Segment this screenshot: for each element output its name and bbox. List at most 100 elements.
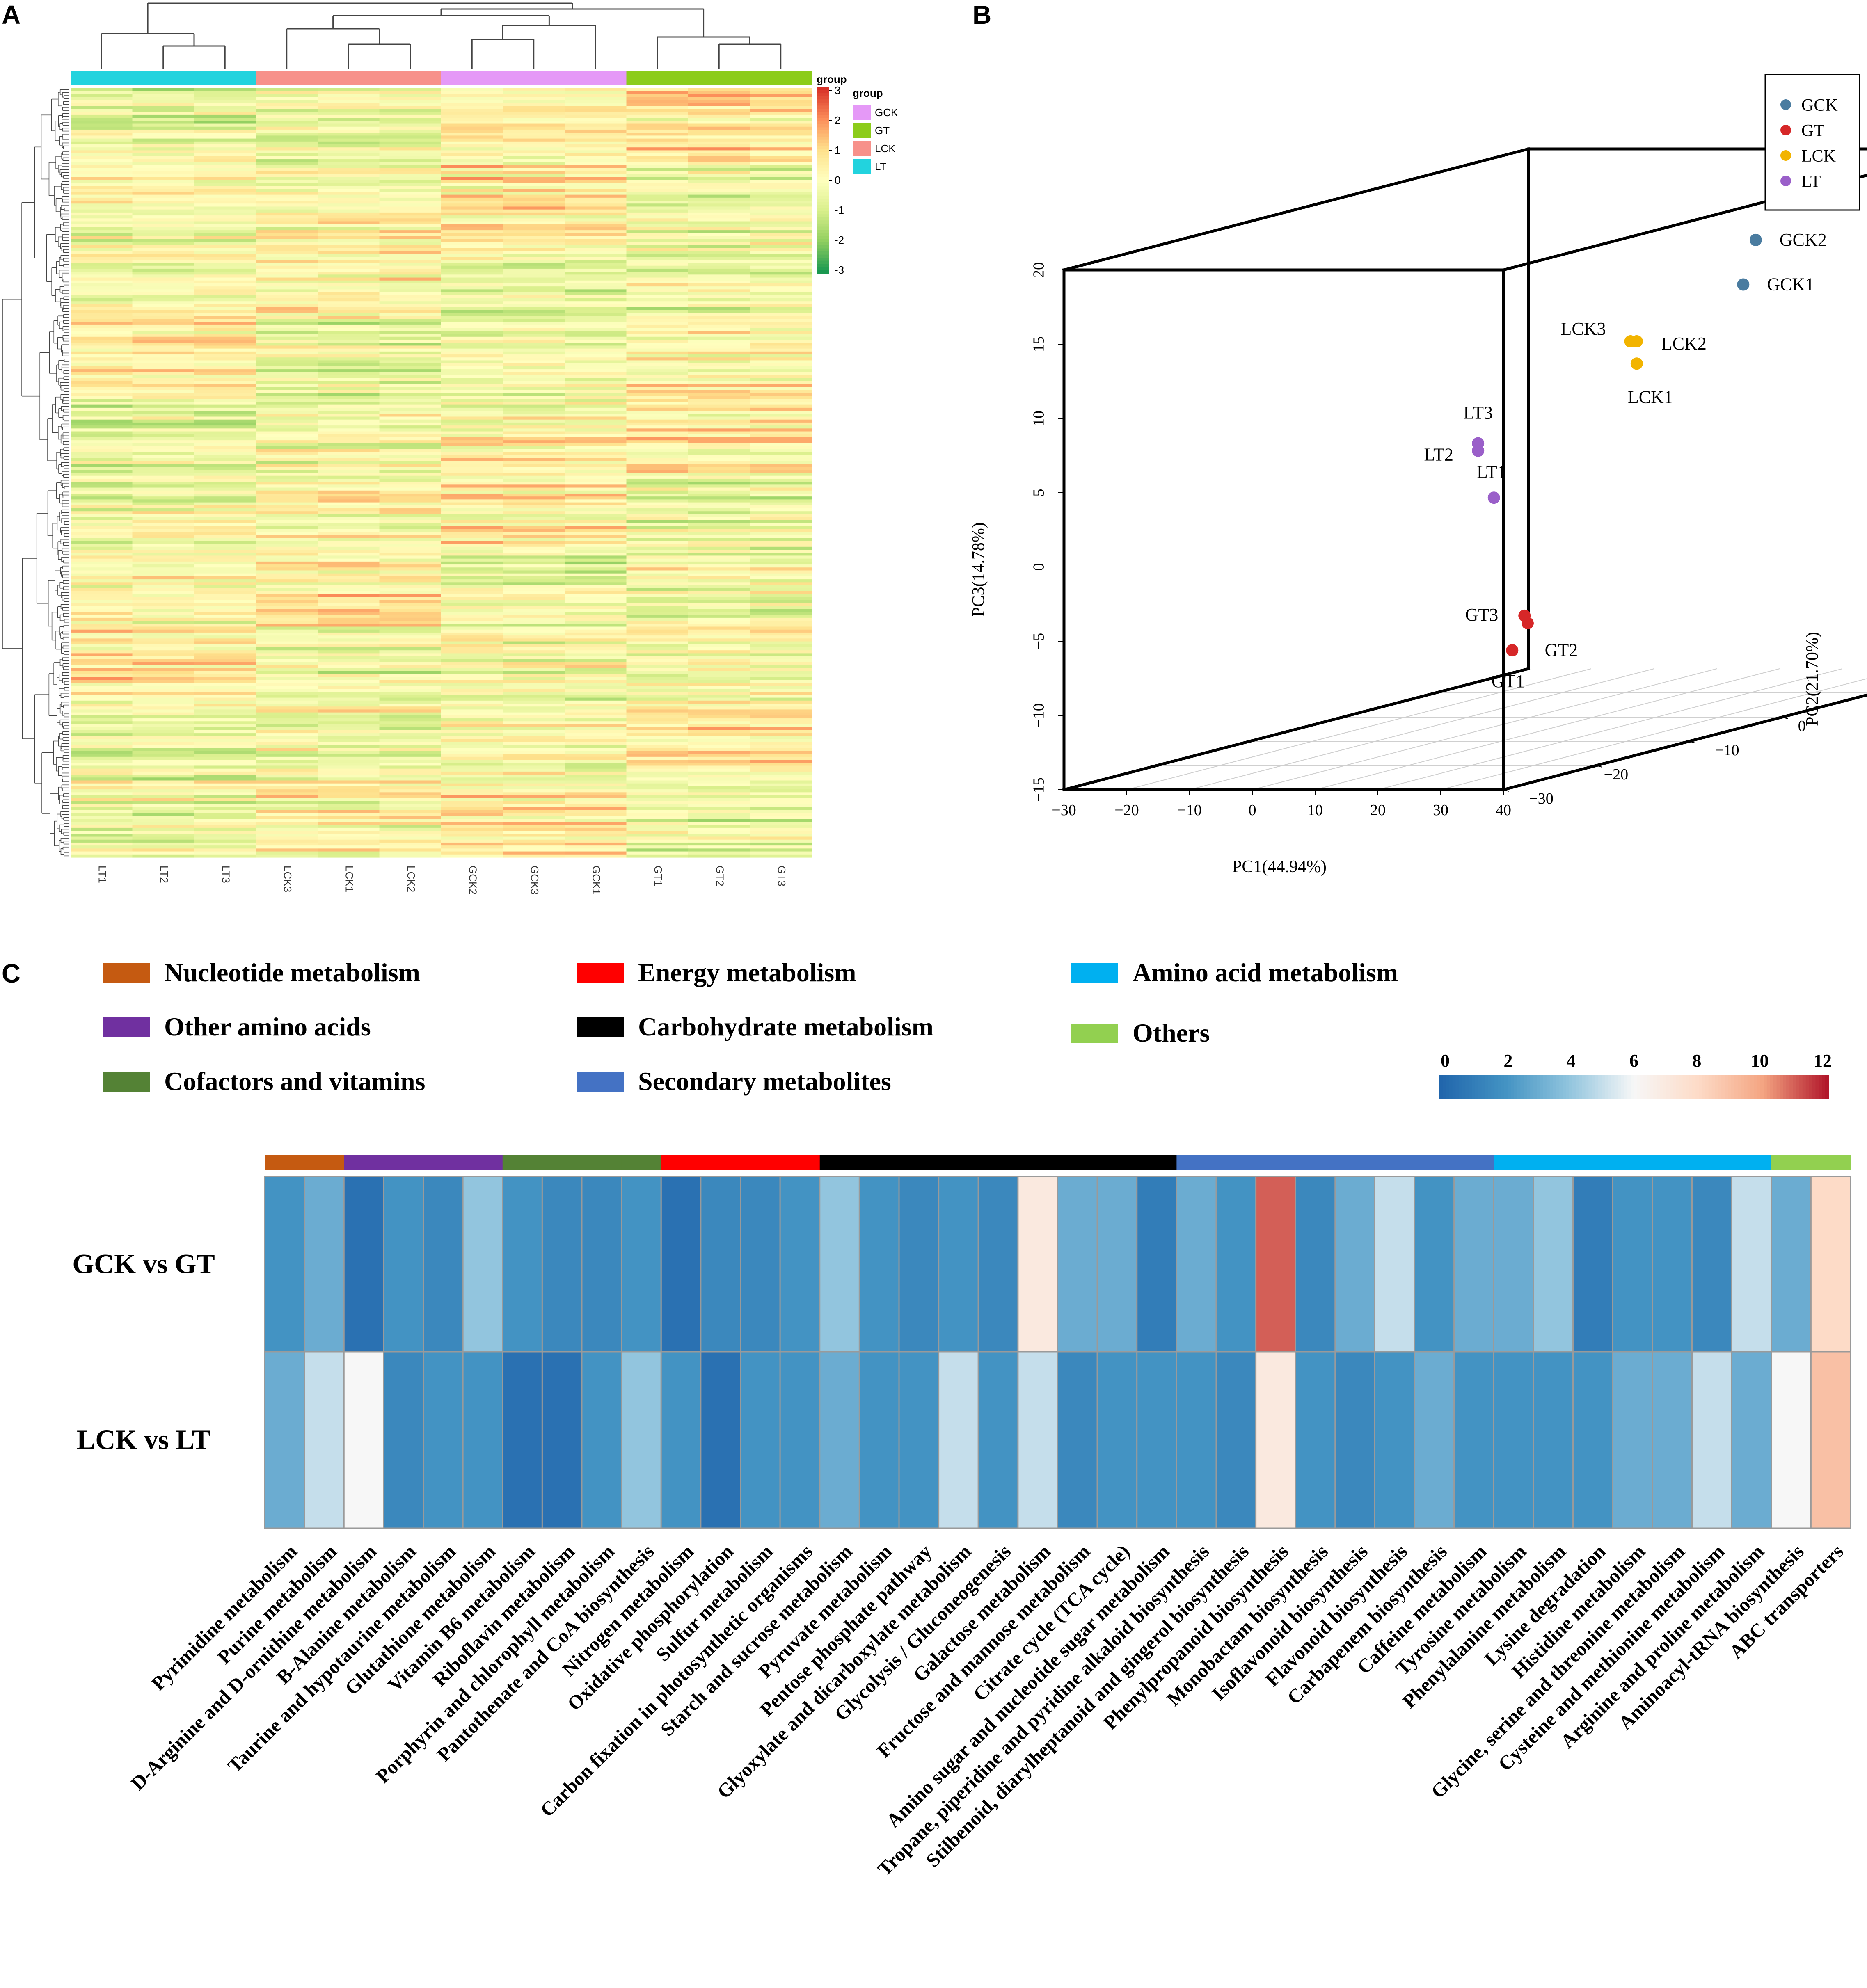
heatmap-cell (194, 756, 256, 760)
heatmap-cell (318, 813, 380, 816)
heatmap-cell (132, 842, 194, 846)
heatmap-cell (626, 206, 689, 210)
heatmap-cell (194, 724, 256, 728)
scatter-points: GCK3GCK2GCK1LCK3LCK2LCK1LT3LT2LT1GT3GT2G… (1424, 146, 1826, 691)
scale-gradient-step (817, 260, 829, 265)
heatmap-cell (379, 336, 442, 340)
heatmap-cell (626, 475, 689, 479)
heatmap-cell (71, 434, 133, 438)
heatmap-cell (750, 606, 812, 609)
heatmap-cell (503, 718, 565, 722)
heatmap-cell (132, 831, 194, 834)
heatmap-cell (256, 381, 318, 384)
scale-gradient-step (817, 195, 829, 199)
heatmap-cell (194, 277, 256, 281)
heatmap-cell (379, 810, 442, 813)
heatmap-cell (688, 526, 750, 530)
heatmap-cell (71, 183, 133, 186)
heatmap-cell (565, 277, 627, 281)
heatmap-cell (132, 185, 194, 189)
heatmap-cell (688, 789, 750, 793)
heatmap-cell (256, 331, 318, 334)
heatmap-cell (565, 505, 627, 509)
heatmap-cell (132, 606, 194, 609)
heatmap-cell (441, 789, 503, 793)
heatmap-cell (379, 792, 442, 796)
heatmap-cell (256, 777, 318, 781)
heatmap-cell (688, 260, 750, 263)
scale-tick-label: 6 (1629, 1051, 1638, 1071)
heatmap-cell (194, 594, 256, 597)
heatmap-cell (194, 751, 256, 754)
heatmap-cell (441, 185, 503, 189)
heatmap-cell (318, 141, 380, 145)
heatmap-cell (750, 715, 812, 719)
heatmap-cell (565, 588, 627, 592)
scale-gradient-step (1442, 1075, 1446, 1099)
heatmap-cell (688, 834, 750, 837)
heatmap-cell (71, 215, 133, 219)
category-bar-segment (1097, 1155, 1137, 1170)
heatmap-cell (194, 390, 256, 393)
heatmap-cell (688, 532, 750, 535)
heatmap-cell (194, 393, 256, 396)
heatmap-cell (750, 319, 812, 322)
heatmap-cell (503, 674, 565, 677)
scale-gradient-step (817, 264, 829, 267)
heatmap-cell (626, 836, 689, 840)
heatmap-cell (626, 138, 689, 142)
heatmap-cell (626, 724, 689, 728)
heatmap-cell (194, 739, 256, 743)
heatmap-cell (194, 316, 256, 320)
heatmap-cell (503, 272, 565, 275)
heatmap-cell (441, 440, 503, 443)
heatmap-cell (441, 780, 503, 784)
heatmap-cell (71, 133, 133, 136)
heatmap-cell (379, 683, 442, 686)
heatmap-cell (71, 763, 133, 766)
heatmap-cell (318, 242, 380, 245)
heatmap-cell (71, 443, 133, 447)
heatmap-cell (688, 721, 750, 725)
heatmap-cell (194, 775, 256, 778)
heatmap-cell (441, 88, 503, 91)
heatmap-cell (565, 366, 627, 370)
heatmap-cell (71, 603, 133, 606)
heatmap-cell (750, 505, 812, 509)
heatmap-cell (132, 328, 194, 331)
heatmap-cell (194, 334, 256, 337)
heatmap-cell (318, 123, 380, 127)
heatmap-cell (565, 97, 627, 101)
scale-gradient-step (817, 146, 829, 150)
scale-gradient-step (1689, 1075, 1693, 1099)
heatmap-cell (132, 600, 194, 603)
heatmap-cell (565, 756, 627, 760)
heatmap-cell (1533, 1351, 1574, 1529)
heatmap-cell (256, 490, 318, 494)
heatmap-cell (194, 573, 256, 577)
scale-gradient-step (817, 158, 829, 162)
heatmap-cell (132, 721, 194, 725)
heatmap-cell (256, 526, 318, 530)
heatmap-cell (688, 502, 750, 506)
heatmap-cell (132, 147, 194, 151)
heatmap-cell (441, 760, 503, 763)
heatmap-cell (132, 224, 194, 228)
heatmap-cell (71, 609, 133, 612)
heatmap-cell (503, 221, 565, 225)
heatmap-cell (688, 230, 750, 233)
heatmap-cell (441, 363, 503, 367)
heatmap-cell (318, 118, 380, 121)
heatmap-cell (71, 632, 133, 636)
heatmap-cell (750, 304, 812, 308)
heatmap-cell (194, 715, 256, 719)
heatmap-cell (71, 328, 133, 331)
heatmap-cell (441, 736, 503, 740)
heatmap-cell (626, 254, 689, 257)
heatmap-cell (626, 792, 689, 796)
heatmap-cell (688, 677, 750, 680)
heatmap-cell (379, 233, 442, 237)
heatmap-cell (688, 133, 750, 136)
heatmap-cell (318, 245, 380, 249)
heatmap-cell (132, 263, 194, 266)
